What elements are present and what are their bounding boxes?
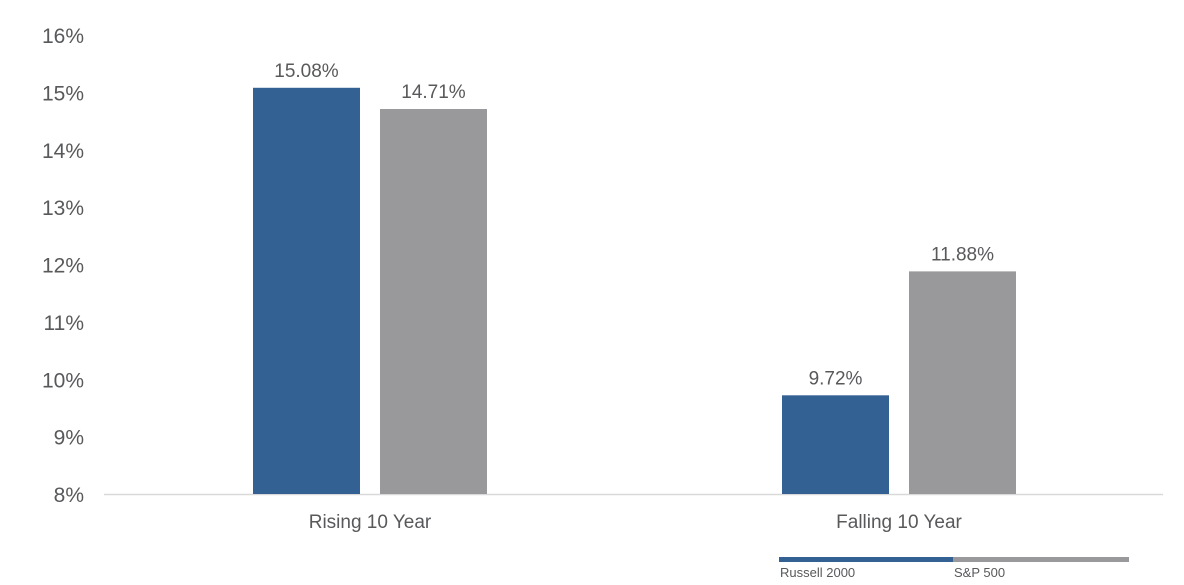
data-label: 15.08% bbox=[274, 61, 339, 82]
data-labels: 15.08% 14.71% 9.72% 11.88% bbox=[274, 61, 994, 390]
y-tick-label: 11% bbox=[44, 312, 84, 335]
data-label: 11.88% bbox=[931, 244, 994, 265]
legend-swatch-russell-2000 bbox=[779, 557, 954, 562]
y-tick-label: 10% bbox=[42, 369, 84, 392]
legend-label: Russell 2000 bbox=[780, 565, 855, 580]
x-category-label: Rising 10 Year bbox=[309, 512, 432, 533]
data-label: 9.72% bbox=[809, 368, 863, 389]
y-tick-label: 14% bbox=[42, 140, 84, 163]
y-tick-label: 9% bbox=[54, 427, 84, 450]
bars bbox=[253, 87, 1016, 495]
bar-sp-500-0 bbox=[380, 109, 487, 495]
data-label: 14.71% bbox=[401, 82, 466, 103]
x-axis: Rising 10 Year Falling 10 Year bbox=[309, 512, 963, 533]
bar-russell-2000-0 bbox=[253, 87, 360, 494]
bar-sp-500-1 bbox=[909, 271, 1016, 494]
y-tick-label: 8% bbox=[54, 484, 84, 507]
y-tick-label: 15% bbox=[42, 82, 84, 105]
y-tick-label: 12% bbox=[42, 255, 84, 278]
y-tick-label: 13% bbox=[42, 197, 84, 220]
bar-russell-2000-1 bbox=[782, 395, 889, 494]
x-category-label: Falling 10 Year bbox=[836, 512, 962, 533]
legend-label: S&P 500 bbox=[954, 565, 1005, 580]
y-tick-label: 16% bbox=[42, 25, 84, 48]
legend-swatch-sp-500 bbox=[953, 557, 1129, 562]
legend: Russell 2000 S&P 500 bbox=[779, 557, 1129, 580]
y-axis: 8% 9% 10% 11% 12% 13% 14% 15% 16% bbox=[42, 25, 84, 507]
